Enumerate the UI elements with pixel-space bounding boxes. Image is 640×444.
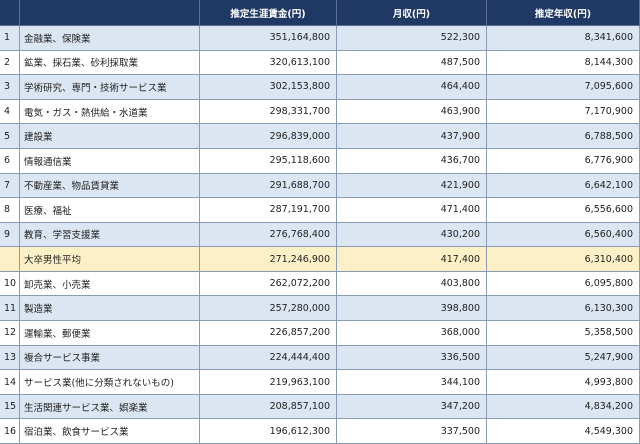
lifetime-wage-cell: 219,963,100 (200, 370, 337, 395)
monthly-wage-cell: 464,400 (337, 75, 487, 100)
lifetime-wage-cell: 271,246,900 (200, 247, 337, 272)
lifetime-wage-cell: 196,612,300 (200, 419, 337, 444)
industry-cell: サービス業(他に分類されないもの) (20, 370, 200, 395)
monthly-wage-cell: 421,900 (337, 173, 487, 199)
header-cell: 月収(円) (337, 0, 487, 26)
annual-income-cell: 8,144,300 (487, 50, 640, 76)
rank-cell: 14 (0, 370, 20, 395)
industry-cell: 情報通信業 (20, 148, 200, 174)
rank-cell: 2 (0, 50, 20, 76)
industry-cell: 電気・ガス・熱供給・水道業 (20, 99, 200, 125)
rank-cell: 11 (0, 296, 20, 322)
industry-cell: 医療、福祉 (20, 198, 200, 223)
header-cell (20, 0, 200, 26)
annual-income-cell: 4,549,300 (487, 419, 640, 444)
monthly-wage-cell: 368,000 (337, 321, 487, 346)
lifetime-wage-cell: 287,191,700 (200, 198, 337, 223)
rank-cell: 1 (0, 26, 20, 51)
monthly-wage-cell: 403,800 (337, 271, 487, 297)
monthly-wage-cell: 336,500 (337, 345, 487, 371)
header-cell: 推定年収(円) (487, 0, 640, 26)
annual-income-cell: 8,341,600 (487, 26, 640, 51)
rank-cell: 13 (0, 345, 20, 371)
header-cell: 推定生涯賃金(円) (200, 0, 337, 26)
industry-cell: 教育、学習支援業 (20, 222, 200, 248)
monthly-wage-cell: 337,500 (337, 419, 487, 444)
annual-income-cell: 6,310,400 (487, 247, 640, 272)
annual-income-cell: 6,642,100 (487, 173, 640, 199)
lifetime-wage-cell: 298,331,700 (200, 99, 337, 125)
monthly-wage-cell: 463,900 (337, 99, 487, 125)
lifetime-wage-cell: 296,839,000 (200, 124, 337, 149)
annual-income-cell: 5,358,500 (487, 321, 640, 346)
monthly-wage-cell: 471,400 (337, 198, 487, 223)
monthly-wage-cell: 344,100 (337, 370, 487, 395)
industry-cell: 複合サービス事業 (20, 345, 200, 371)
industry-cell: 製造業 (20, 296, 200, 322)
rank-cell: 12 (0, 321, 20, 346)
lifetime-wage-cell: 226,857,200 (200, 321, 337, 346)
monthly-wage-cell: 522,300 (337, 26, 487, 51)
annual-income-cell: 5,247,900 (487, 345, 640, 371)
industry-cell: 不動産業、物品賃貸業 (20, 173, 200, 199)
monthly-wage-cell: 487,500 (337, 50, 487, 76)
industry-cell: 大卒男性平均 (20, 247, 200, 272)
header-cell (0, 0, 20, 26)
annual-income-cell: 6,560,400 (487, 222, 640, 248)
lifetime-wage-cell: 351,164,800 (200, 26, 337, 51)
monthly-wage-cell: 436,700 (337, 148, 487, 174)
industry-cell: 建設業 (20, 124, 200, 149)
lifetime-wage-cell: 295,118,600 (200, 148, 337, 174)
industry-cell: 鉱業、採石業、砂利採取業 (20, 50, 200, 76)
lifetime-wage-cell: 224,444,400 (200, 345, 337, 371)
monthly-wage-cell: 437,900 (337, 124, 487, 149)
annual-income-cell: 6,095,800 (487, 271, 640, 297)
rank-cell: 7 (0, 173, 20, 199)
rank-cell: 15 (0, 394, 20, 420)
lifetime-wage-cell: 291,688,700 (200, 173, 337, 199)
lifetime-wage-cell: 302,153,800 (200, 75, 337, 100)
rank-cell: 3 (0, 75, 20, 100)
rank-cell: 8 (0, 198, 20, 223)
rank-cell: 5 (0, 124, 20, 149)
annual-income-cell: 7,170,900 (487, 99, 640, 125)
annual-income-cell: 6,556,600 (487, 198, 640, 223)
rank-cell: 4 (0, 99, 20, 125)
industry-cell: 卸売業、小売業 (20, 271, 200, 297)
annual-income-cell: 7,095,600 (487, 75, 640, 100)
industry-cell: 生活関連サービス業、娯楽業 (20, 394, 200, 420)
lifetime-wage-cell: 257,280,000 (200, 296, 337, 322)
annual-income-cell: 6,788,500 (487, 124, 640, 149)
lifetime-wage-cell: 276,768,400 (200, 222, 337, 248)
monthly-wage-cell: 398,800 (337, 296, 487, 322)
rank-cell (0, 247, 20, 272)
monthly-wage-cell: 417,400 (337, 247, 487, 272)
industry-cell: 運輸業、郵便業 (20, 321, 200, 346)
lifetime-wage-cell: 262,072,200 (200, 271, 337, 297)
lifetime-wage-cell: 320,613,100 (200, 50, 337, 76)
rank-cell: 6 (0, 148, 20, 174)
industry-cell: 金融業、保険業 (20, 26, 200, 51)
annual-income-cell: 4,834,200 (487, 394, 640, 420)
rank-cell: 16 (0, 419, 20, 444)
rank-cell: 9 (0, 222, 20, 248)
industry-cell: 学術研究、専門・技術サービス業 (20, 75, 200, 100)
annual-income-cell: 6,776,900 (487, 148, 640, 174)
monthly-wage-cell: 430,200 (337, 222, 487, 248)
annual-income-cell: 4,993,800 (487, 370, 640, 395)
lifetime-wage-cell: 208,857,100 (200, 394, 337, 420)
rank-cell: 10 (0, 271, 20, 297)
annual-income-cell: 6,130,300 (487, 296, 640, 322)
monthly-wage-cell: 347,200 (337, 394, 487, 420)
industry-cell: 宿泊業、飲食サービス業 (20, 419, 200, 444)
